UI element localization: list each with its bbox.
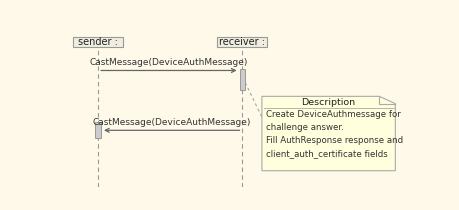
Text: Description: Description bbox=[302, 98, 356, 107]
Bar bbox=[73, 37, 123, 47]
Polygon shape bbox=[262, 96, 395, 171]
Bar bbox=[240, 69, 245, 90]
Text: Create DeviceAuthmessage for
challenge answer.
Fill AuthResponse response and
cl: Create DeviceAuthmessage for challenge a… bbox=[266, 110, 403, 158]
Bar bbox=[95, 122, 101, 138]
Bar bbox=[218, 37, 267, 47]
Text: receiver :: receiver : bbox=[219, 37, 265, 47]
Text: sender :: sender : bbox=[78, 37, 118, 47]
Text: CastMessage(DeviceAuthMessage): CastMessage(DeviceAuthMessage) bbox=[90, 58, 248, 67]
Text: CastMessage(DeviceAuthMessage): CastMessage(DeviceAuthMessage) bbox=[93, 118, 251, 127]
